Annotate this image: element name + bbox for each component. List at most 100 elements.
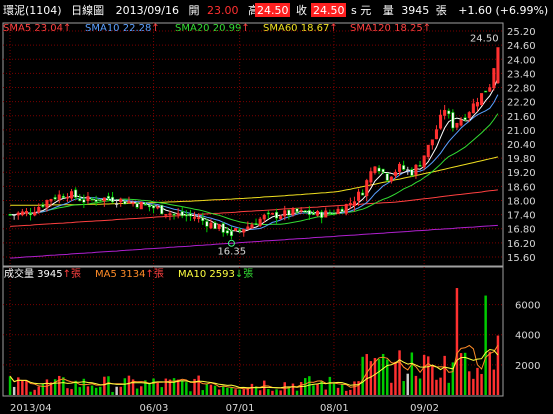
candle-body [209,222,213,229]
price-tick-label: 19.20 [507,168,536,179]
volume-bar [41,383,45,395]
volume-bar [295,390,299,395]
volume-bar [172,378,176,395]
volume-bar [394,361,397,395]
volume-bar [476,367,479,395]
volume-bar [86,386,90,395]
volume-bar [443,355,446,395]
date-tick-label: 2013/04 [10,403,52,414]
volume-tick-label: 4000 [515,331,540,342]
volume-bar [193,378,196,395]
vol-ma5-legend: MA5 3134↑張 [95,268,164,280]
volume-bar [353,381,356,395]
candle-body [320,211,324,218]
candle-body [221,223,225,233]
candle-body [455,122,459,128]
candle-body [336,208,340,214]
candle-body [242,229,246,233]
close-label: 收 [296,3,307,17]
vol-legend: 成交量 3945↑張 [4,267,81,280]
volume-bar [82,378,86,395]
candle-body [184,214,188,217]
volume-bar [160,387,163,395]
candle-body [123,200,127,205]
candle-body [410,169,414,176]
volume-bar [209,384,213,395]
volume-bar [74,380,77,395]
candle-body [90,198,94,201]
price-tick-label: 18.60 [507,182,536,193]
candle-body [340,208,344,212]
candle-body [316,210,320,216]
candle-body [106,195,110,199]
volume-bar [369,361,373,395]
candle-body [484,90,488,93]
sma120-legend: SMA120 18.25↑ [350,23,431,34]
candle-body [299,209,303,212]
candle-body [459,119,463,126]
candle-body [74,189,78,198]
candle-body [12,214,16,216]
volume-unit: 張 [436,4,447,17]
candle-body [451,112,455,129]
candle-body [115,203,119,205]
candle-body [188,213,192,217]
volume-bar [201,390,204,395]
volume-bar [25,380,28,395]
volume-bar [332,383,336,395]
header-tail: s 元 量 3945 張 +1.60 (+6.99%) [351,4,548,17]
candle-body [94,199,98,202]
volume-bar [357,381,360,395]
volume-bar [472,378,475,395]
volume-bar [164,378,168,395]
volume-bar [386,359,389,395]
volume-bar [230,387,233,395]
sma5-line [10,77,499,233]
high-label: 高 [248,3,259,17]
volume-bar [427,356,430,395]
volume-bar [463,352,467,395]
candle-body [393,171,397,176]
candle-body [147,204,151,208]
chart-header: 環泥(1104) 日線圖 2013/09/16 開 23.00 高 [3,3,259,17]
date-axis: 2013/04 06/03 07/01 08/01 09/02 [10,403,439,414]
volume-bar [222,386,225,395]
sma5-legend: SMA5 23.04↑ [3,23,71,34]
volume-bar [58,375,61,395]
candle-body [246,226,250,230]
volume-bar [99,386,102,395]
volume-bar [62,377,65,395]
volume-bar [119,386,122,395]
volume-bar [156,382,159,395]
candle-body [398,163,402,172]
volume-bar [410,352,414,395]
candle-body [33,212,37,216]
candle-body [328,212,332,214]
candle-body [8,214,12,216]
volume-bar [226,387,229,395]
date-tick-label: 09/02 [410,403,439,414]
volume-bar [496,335,500,395]
date-tick-label: 08/01 [320,403,349,414]
candle-body [16,212,20,216]
volume-bar [258,390,262,395]
candle-body [131,202,135,205]
volume-bar [275,389,278,395]
price-tick-label: 21.00 [507,126,536,137]
volume-bar [381,353,385,395]
sma60-legend: SMA60 18.67↑ [263,23,338,34]
volume-bar [217,389,221,395]
price-tick-label: 25.20 [507,27,536,38]
candle-body [119,198,123,203]
price-panel: 25.20 24.60 24.00 23.40 22.80 22.20 21.60 21.00… [2,22,536,267]
candle-body [492,68,496,89]
candle-body [443,110,447,116]
volume-bar [398,350,401,395]
volume-bar [17,377,20,395]
sma60-line [10,156,499,206]
sma-legend: SMA5 23.04↑ SMA10 22.28↑ SMA20 20.99↑ SM… [3,23,431,34]
candle-body [143,203,147,206]
candle-body [291,208,295,216]
candle-body [430,139,434,146]
